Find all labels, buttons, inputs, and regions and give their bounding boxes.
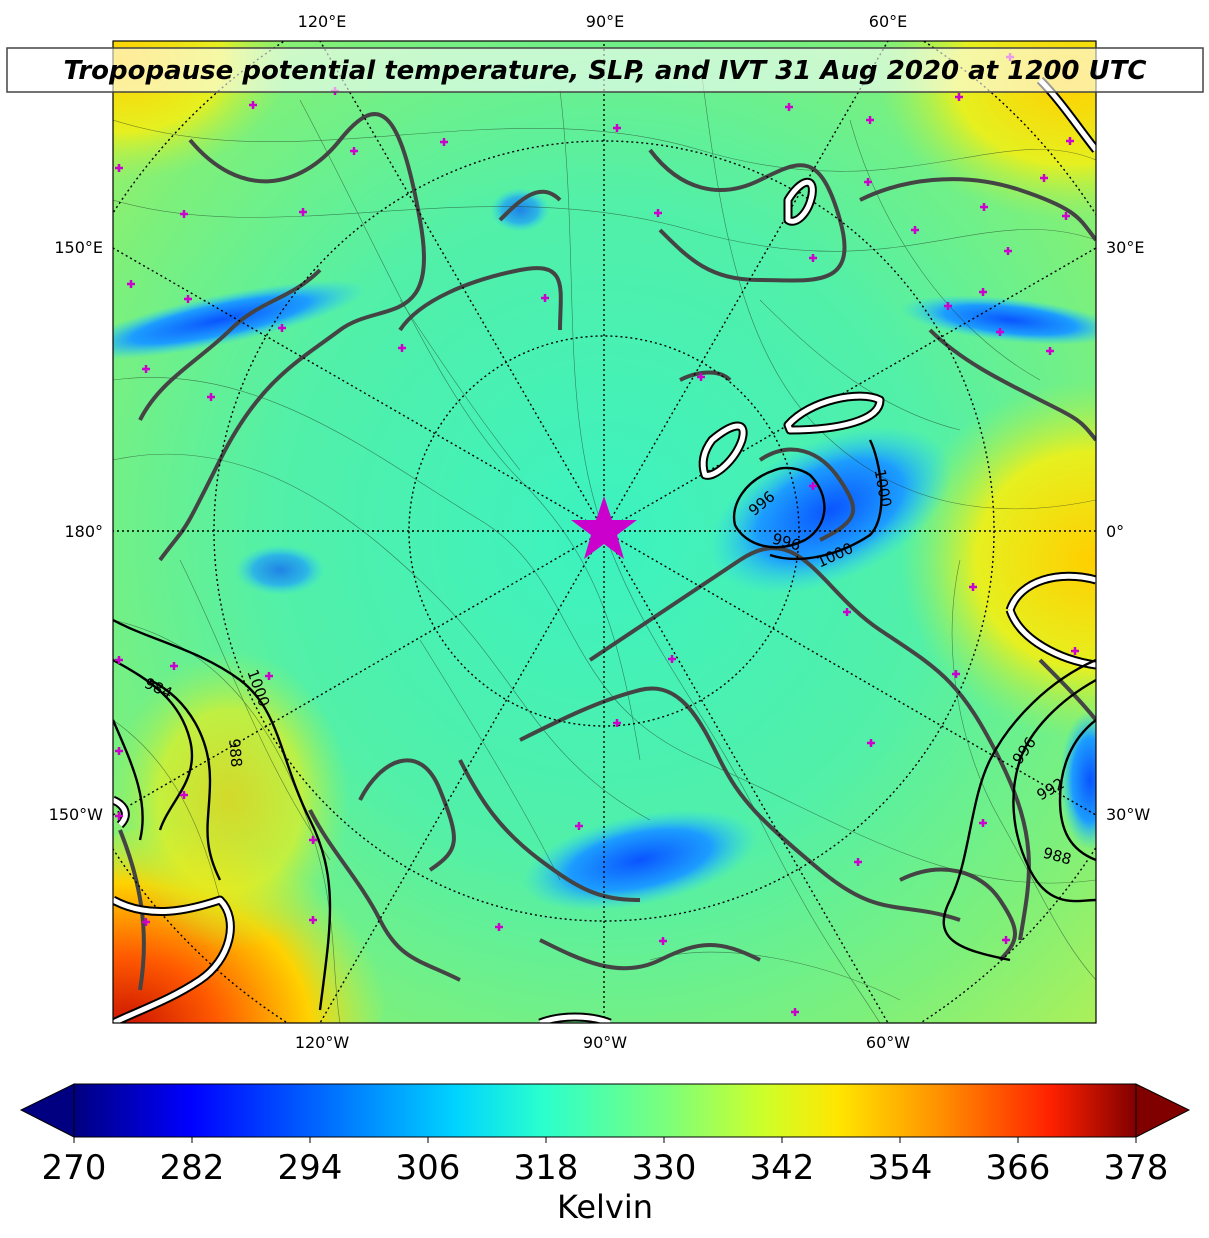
cold-band-north (490, 188, 550, 232)
coastlines (118, 112, 1096, 991)
colorbar-tick-label: 330 (632, 1148, 697, 1188)
colorbar-tick-label: 366 (986, 1148, 1051, 1188)
lon-label: 150°W (49, 805, 104, 824)
graticule (113, 41, 1096, 1023)
page-title: Tropopause potential temperature, SLP, a… (63, 56, 1146, 86)
lon-label: 180° (64, 522, 103, 541)
cold-band-northwest (113, 280, 367, 360)
slp-label: 988 (225, 738, 245, 768)
lon-label: 0° (1106, 522, 1124, 541)
warm-anomaly-southwest (113, 650, 350, 950)
ivt-contours-fill (113, 78, 1096, 1023)
colorbar-tick-label: 354 (868, 1148, 933, 1188)
longitude-labels-top: 120°E 90°E 60°E (298, 12, 908, 31)
cold-trough-east (708, 426, 952, 594)
lon-label: 90°E (586, 12, 624, 31)
colorbar-extend-low (19, 1083, 75, 1138)
cold-band-southeast (1060, 710, 1096, 850)
lon-label: 60°W (866, 1033, 910, 1052)
colorbar-tick-label: 318 (514, 1148, 579, 1188)
lon-label: 90°W (583, 1033, 627, 1052)
theta-contours (113, 59, 1096, 1023)
lon-label: 30°W (1106, 805, 1150, 824)
cold-band-west (235, 545, 325, 595)
colorbar-ticks: 270 282 294 306 318 330 342 354 366 378 (42, 1137, 1169, 1188)
lon-label: 120°W (295, 1033, 350, 1052)
title-box: Tropopause potential temperature, SLP, a… (6, 47, 1204, 93)
colorbar-extend-high (1135, 1083, 1191, 1138)
colorbar-label: Kelvin (557, 1188, 653, 1226)
map-panel: 996 996 1000 1000 1000 984 988 988 996 9… (113, 41, 1096, 1023)
colorbar-tick-label: 342 (750, 1148, 815, 1188)
colorbar: 270 282 294 306 318 330 342 354 366 378 Kelvin (19, 1083, 1191, 1226)
colorbar-tick-label: 270 (42, 1148, 107, 1188)
colorbar-tick-label: 294 (278, 1148, 343, 1188)
map-frame (112, 40, 1097, 1024)
lon-label: 120°E (298, 12, 347, 31)
colorbar-tick-label: 378 (1104, 1148, 1169, 1188)
star-icon (571, 496, 637, 559)
lon-label: 60°E (869, 12, 907, 31)
slp-contours (113, 439, 1096, 1011)
longitude-labels-left: 150°E 180° 150°W (49, 238, 104, 824)
colorbar-body (73, 1083, 1137, 1138)
longitude-labels-right: 30°E 0° 30°W (1106, 238, 1150, 824)
cold-band-northeast (900, 295, 1096, 345)
colorbar-tick-label: 306 (396, 1148, 461, 1188)
lon-label: 30°E (1106, 238, 1144, 257)
longitude-labels-bottom: 120°W 90°W 60°W (295, 1033, 910, 1052)
lon-label: 150°E (54, 238, 103, 257)
colorbar-tick-label: 282 (160, 1148, 225, 1188)
